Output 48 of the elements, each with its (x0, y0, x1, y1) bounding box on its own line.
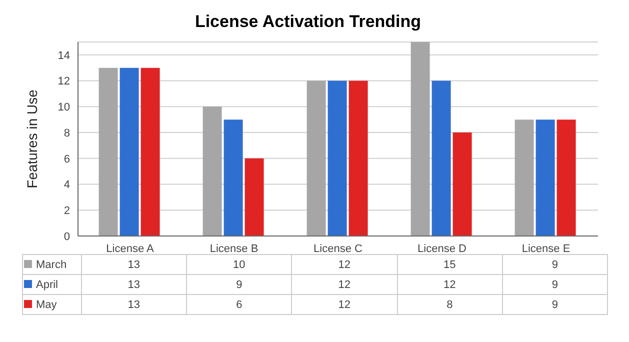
data-label: 6 (186, 294, 292, 314)
data-label: 9 (502, 274, 608, 294)
bar (224, 120, 243, 236)
y-tick-label: 0 (64, 230, 70, 243)
data-label: 12 (292, 294, 398, 314)
legend-label: April (22, 274, 82, 294)
x-tick-label: License C (314, 242, 363, 255)
bar (244, 158, 264, 236)
data-label: 15 (397, 254, 502, 274)
data-label: 13 (81, 274, 186, 294)
bar (202, 106, 222, 236)
bar (328, 80, 347, 236)
bar (432, 80, 451, 236)
data-label: 9 (502, 254, 608, 274)
y-tick-label: 10 (58, 102, 70, 114)
data-label: 12 (397, 274, 502, 294)
y-tick-label: 6 (64, 153, 70, 166)
data-label: 13 (81, 254, 186, 274)
y-tick-label: 14 (58, 50, 70, 62)
chart-title: License Activation Trending (194, 12, 422, 32)
data-label: 10 (186, 254, 292, 274)
legend-label: March (22, 254, 82, 274)
bar (348, 80, 368, 236)
y-tick-label: 4 (64, 179, 70, 192)
bar (452, 132, 472, 236)
x-tick-label: License D (418, 242, 467, 255)
x-tick-label: License E (522, 242, 570, 255)
bar (556, 120, 576, 236)
data-label: 12 (292, 274, 398, 294)
bar (410, 42, 430, 236)
y-tick-label: 12 (58, 76, 70, 88)
data-label: 8 (397, 294, 502, 314)
bar (514, 120, 534, 236)
y-tick-label: 2 (64, 205, 70, 218)
x-tick-label: License A (106, 242, 155, 255)
x-tick-label: License B (210, 242, 258, 255)
data-label: 12 (292, 254, 398, 274)
y-tick-label: 8 (64, 127, 70, 140)
bar (140, 68, 160, 236)
data-label: 9 (186, 274, 292, 294)
data-label: 13 (81, 294, 186, 314)
y-axis-title: Features in Use (24, 89, 40, 188)
bar (98, 68, 118, 236)
legend-label: May (22, 294, 82, 314)
bar (536, 120, 555, 236)
data-label: 9 (502, 294, 608, 314)
bar (120, 68, 139, 236)
bar (306, 80, 326, 236)
